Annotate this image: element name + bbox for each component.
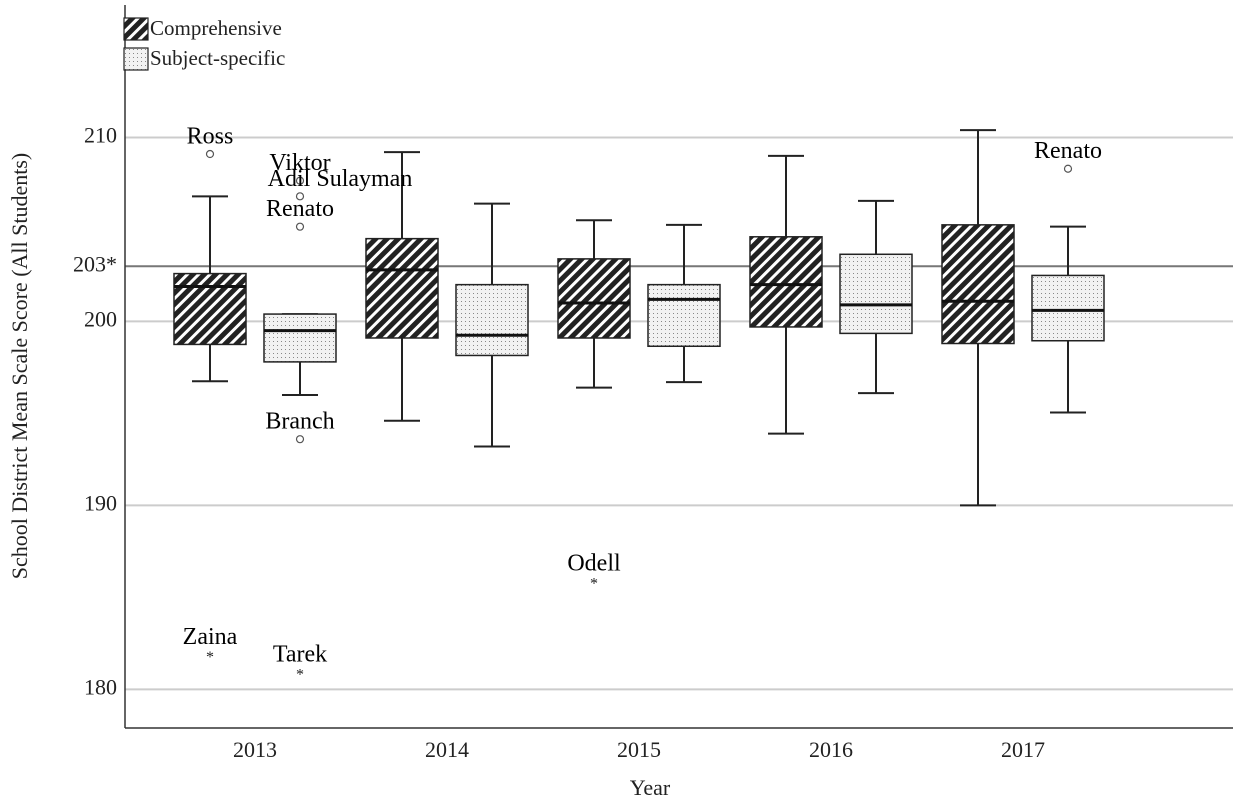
box [455,283,529,357]
outlier [1063,164,1073,173]
outlier: * [590,575,598,592]
y-axis-label: School District Mean Scale Score (All St… [7,153,32,579]
outlier [295,176,305,185]
x-tick-label: 2015 [617,737,661,762]
outlier-label: Adil Sulayman [268,166,413,192]
x-tick-label: 2014 [425,737,469,762]
x-tick-label: 2013 [233,737,277,762]
x-tick-label: 2017 [1001,737,1045,762]
legend-swatch [123,17,149,41]
y-tick-label: 180 [84,674,117,699]
outlier-label: Renato [1034,138,1102,164]
y-tick-label: 203* [73,251,117,276]
box [557,258,631,339]
legend-label: Subject-specific [150,46,285,70]
outlier: * [206,649,214,666]
outlier-label: Tarek [273,641,327,667]
x-axis-label: Year [630,775,671,800]
legend-swatch [123,47,149,71]
outlier-label: Renato [266,196,334,222]
outlier-label: Ross [187,124,234,150]
y-tick-label: 210 [84,123,117,148]
box [941,224,1015,345]
box [365,237,439,339]
box [263,313,337,363]
outlier [295,435,305,444]
legend-label: Comprehensive [150,16,282,40]
outlier-label: Viktor [269,150,330,176]
outlier-label: Odell [567,550,621,576]
outlier [205,149,215,159]
x-tick-label: 2016 [809,737,853,762]
outlier [295,222,305,231]
box [1031,274,1105,342]
y-tick-label: 200 [84,306,117,331]
box [647,283,721,348]
y-tick-label: 190 [84,490,117,515]
outlier-label: Branch [265,409,334,435]
box [749,236,823,328]
outlier-label: Zaina [183,624,238,650]
outlier: * [296,667,304,684]
box [173,272,247,346]
box [839,253,913,335]
outlier [295,192,305,201]
